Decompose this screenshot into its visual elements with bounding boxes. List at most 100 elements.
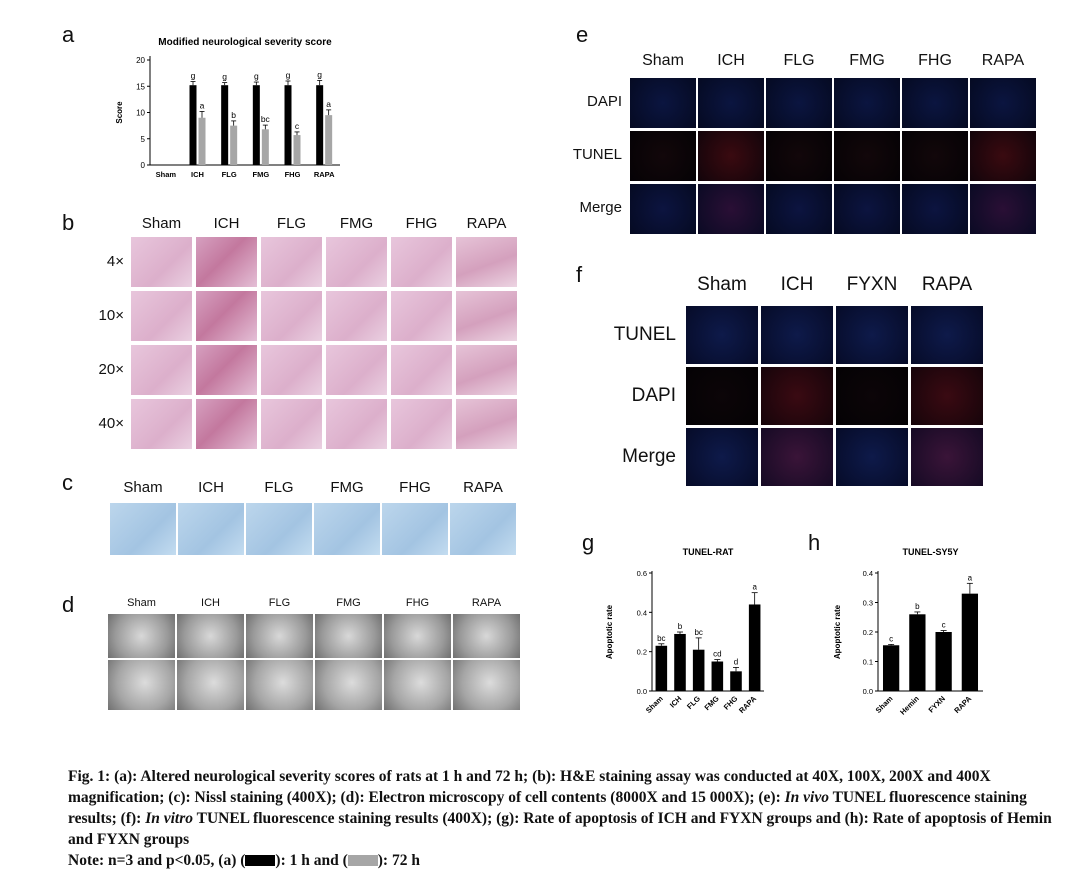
chart-a-sig-letter: c xyxy=(295,121,300,131)
panel-c-nissl-image xyxy=(110,503,176,555)
chart-a-bar xyxy=(284,85,292,165)
chart-a-sig-letter: bc xyxy=(261,114,271,124)
panel-e-row-label: DAPI xyxy=(586,93,622,110)
chart-a-ytick-label: 0 xyxy=(141,161,146,170)
chart-a-category-label: RAPA xyxy=(314,170,335,179)
chart-g-ylabel: Apoptotic rate xyxy=(605,604,614,659)
panel-b-he-image xyxy=(456,237,517,287)
panel-f-column-header: ICH xyxy=(780,274,814,295)
chart-a-category-label: FMG xyxy=(252,170,269,179)
chart-a-ytick-label: 20 xyxy=(136,56,145,65)
caption-fig-number: Fig. 1: xyxy=(68,768,111,785)
panel-e-fluorescence-image xyxy=(698,131,764,181)
panel-b-he-image xyxy=(456,345,517,395)
chart-h-ytick-label: 0.4 xyxy=(863,569,873,578)
chart-g-sig-letter: b xyxy=(678,622,683,631)
chart-h-sig-letter: a xyxy=(968,573,973,582)
panel-e-column-header: ICH xyxy=(717,52,745,69)
panel-b-label: b xyxy=(62,210,75,235)
panel-e-fluorescence-image xyxy=(902,131,968,181)
panel-f-fluorescence-image xyxy=(836,428,908,486)
panel-d-column-header: FMG xyxy=(336,597,361,609)
chart-a-bar xyxy=(252,85,260,165)
panel-f-fluorescence-image xyxy=(686,306,758,364)
chart-g-tunel-rat: TUNEL-RAT 0.0 0.2 0.4 0.6 Apoptotic rate bc Sha… xyxy=(605,547,764,715)
panel-e-fluorescence-image xyxy=(630,78,696,128)
panel-c-column-header: FMG xyxy=(330,479,364,496)
chart-g-category-label: RAPA xyxy=(737,694,758,715)
panel-f-column-header: Sham xyxy=(697,274,747,295)
chart-h-sig-letter: c xyxy=(889,634,893,643)
panel-b-column-header: RAPA xyxy=(466,215,507,232)
chart-a-category-label: FHG xyxy=(285,170,301,179)
panel-b-he-image xyxy=(391,399,452,449)
panel-d-em-image-high xyxy=(453,660,520,710)
panel-d-em-image-low xyxy=(315,614,382,658)
panel-b-column-header: Sham xyxy=(141,215,182,232)
panel-b-column-header: ICH xyxy=(213,215,240,232)
chart-h-ytick-label: 0.2 xyxy=(863,628,873,637)
panel-b-column-header: FMG xyxy=(339,215,374,232)
chart-a-ytick-label: 15 xyxy=(136,82,145,91)
panel-f-fluorescence-image xyxy=(911,367,983,425)
panel-b-row-label: 10× xyxy=(98,307,124,324)
panel-c-column-header: FLG xyxy=(264,479,294,496)
panel-e-fluorescence-image xyxy=(766,131,832,181)
panel-b-column-header: FHG xyxy=(405,215,438,232)
chart-a-sig-letter: a xyxy=(326,99,331,109)
chart-g-bar xyxy=(655,645,668,691)
panel-f-fluorescence-image xyxy=(686,367,758,425)
panel-f-fluorescence-image xyxy=(836,367,908,425)
panel-c-nissl-image xyxy=(382,503,448,555)
panel-b-he-image xyxy=(131,345,192,395)
panel-c-nissl-image xyxy=(314,503,380,555)
chart-h-sig-letter: b xyxy=(915,602,920,611)
figure-caption: Fig. 1: (a): Altered neurological severi… xyxy=(68,766,1058,871)
chart-g-ytick-label: 0.0 xyxy=(637,687,647,696)
panel-f-fluorescence-image xyxy=(911,428,983,486)
chart-a-bar xyxy=(261,129,269,165)
panel-f-fluorescence-image xyxy=(761,306,833,364)
chart-g-bar xyxy=(674,633,686,691)
panel-c-column-header: Sham xyxy=(123,479,163,496)
panel-b-row-label: 40× xyxy=(98,415,124,432)
panel-f-row-label: Merge xyxy=(622,446,676,467)
panel-b-he-image xyxy=(456,399,517,449)
chart-h-bar xyxy=(909,614,926,691)
panel-d-column-header: Sham xyxy=(127,597,156,609)
panel-f-row-label: DAPI xyxy=(631,385,676,406)
note-part-b: ): 1 h and ( xyxy=(275,852,348,869)
panel-h-label: h xyxy=(808,530,821,555)
chart-a-category-label: ICH xyxy=(191,170,204,179)
chart-g-sig-letter: d xyxy=(734,657,738,666)
panel-d-em-image-high xyxy=(108,660,175,710)
panel-b-he-image xyxy=(131,399,192,449)
chart-h-bar xyxy=(882,645,900,691)
chart-a-sig-letter: a xyxy=(200,100,205,110)
legend-swatch-1h xyxy=(245,855,276,866)
panel-b-he-image xyxy=(326,399,387,449)
panel-e-fluorescence-image xyxy=(834,131,900,181)
panel-c-label: c xyxy=(62,470,73,495)
chart-g-category-label: ICH xyxy=(668,694,684,710)
chart-a-bar xyxy=(293,135,301,165)
chart-h-category-label: RAPA xyxy=(952,694,973,715)
panel-e-fluorescence-image xyxy=(630,184,696,234)
panel-f-fluorescence-image xyxy=(686,428,758,486)
chart-a-bar xyxy=(221,85,229,165)
panel-e-label: e xyxy=(576,22,589,47)
chart-h-bar xyxy=(935,632,952,691)
panel-b-column-header: FLG xyxy=(276,215,307,232)
caption-invitro: In vitro xyxy=(145,810,194,827)
panel-e-column-header: FLG xyxy=(783,52,815,69)
chart-a-bar xyxy=(189,85,197,165)
panel-d-em-image-high xyxy=(246,660,313,710)
chart-a-ytick-label: 10 xyxy=(136,109,145,118)
chart-a-sig-letter: g xyxy=(222,72,227,82)
chart-a-bar xyxy=(316,85,324,165)
chart-h-ylabel: Apoptotic rate xyxy=(833,604,842,659)
panel-e-fluorescence-image xyxy=(766,184,832,234)
chart-h-ytick-label: 0.1 xyxy=(863,658,873,667)
panel-c-nissl-image xyxy=(178,503,244,555)
note-part-a: Note: n=3 and p<0.05, (a) ( xyxy=(68,852,246,869)
